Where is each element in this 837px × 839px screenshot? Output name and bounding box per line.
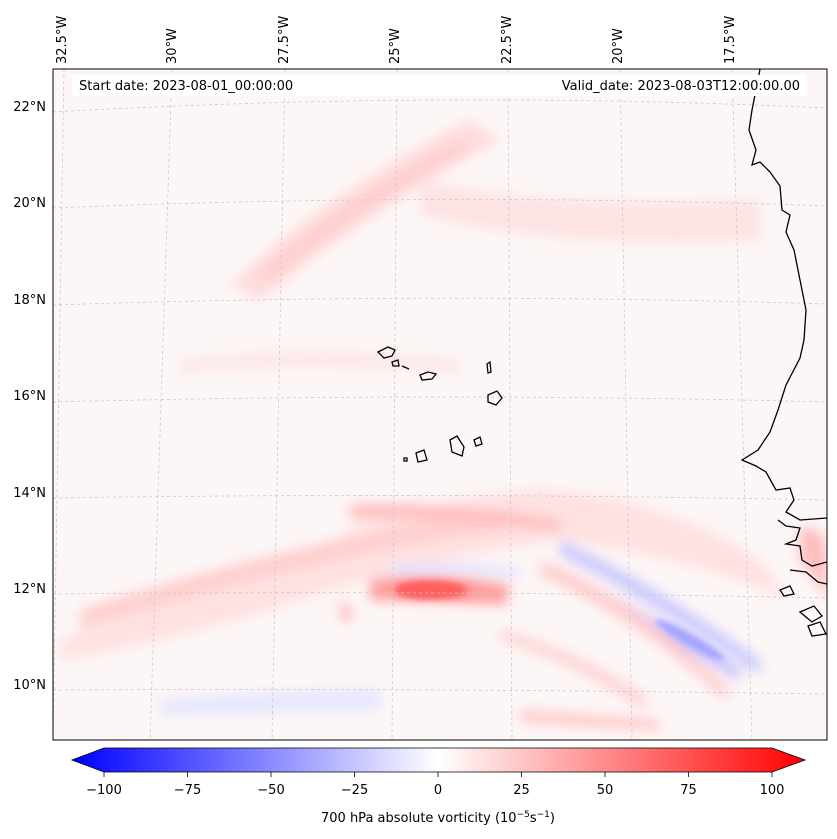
lon-label-30W: 30°W [165, 28, 180, 64]
lon-label-17.5W: 17.5°W [723, 16, 738, 64]
lon-label-22.5W: 22.5°W [500, 16, 515, 64]
lat-label-22N: 22°N [13, 100, 46, 115]
lat-label-16N: 16°N [13, 389, 46, 404]
map-frame [52, 68, 828, 741]
lon-labels: 32.5°W 30°W 27.5°W 25°W 22.5°W 20°W 17.5… [55, 16, 738, 64]
start-date-label: Start date: 2023-08-01_00:00:00 [79, 79, 293, 94]
colorbar-bar [70, 747, 807, 773]
graticule [53, 69, 827, 740]
lat-labels: 22°N 20°N 18°N 16°N 14°N 12°N 10°N [13, 100, 46, 693]
lon-label-32.5W: 32.5°W [55, 16, 70, 64]
header-band [72, 75, 807, 96]
vorticity-detail [395, 581, 725, 661]
colorbar: −100 −75 −50 −25 0 25 50 75 100 700 hPa absolute… [70, 747, 807, 826]
map-panel: Start date: 2023-08-01_00:00:00 Valid_da… [53, 69, 827, 740]
colorbar-ticks: −100 −75 −50 −25 0 25 50 75 100 [86, 772, 784, 798]
colorbar-tick-label: 75 [680, 783, 697, 798]
valid-date-label: Valid_date: 2023-08-03T12:00:00.00 [562, 79, 800, 94]
colorbar-tick-label: 0 [434, 783, 442, 798]
colorbar-tick-label: 50 [597, 783, 614, 798]
lat-label-10N: 10°N [13, 678, 46, 693]
lon-label-27.5W: 27.5°W [277, 16, 292, 64]
coastline [376, 69, 827, 637]
colorbar-tick-label: −50 [257, 783, 284, 798]
lat-label-18N: 18°N [13, 293, 46, 308]
colorbar-tick-label: −100 [86, 783, 122, 798]
colorbar-tick-label: 100 [760, 783, 785, 798]
colorbar-tick-label: −75 [174, 783, 201, 798]
colorbar-label: 700 hPa absolute vorticity (10−5s−1) [321, 810, 555, 826]
lon-label-20W: 20°W [611, 28, 626, 64]
lat-label-12N: 12°N [13, 582, 46, 597]
lon-label-25W: 25°W [388, 28, 403, 64]
colorbar-tick-label: 25 [513, 783, 530, 798]
lat-label-20N: 20°N [13, 196, 46, 211]
colorbar-tick-label: −25 [341, 783, 368, 798]
lat-label-14N: 14°N [13, 486, 46, 501]
